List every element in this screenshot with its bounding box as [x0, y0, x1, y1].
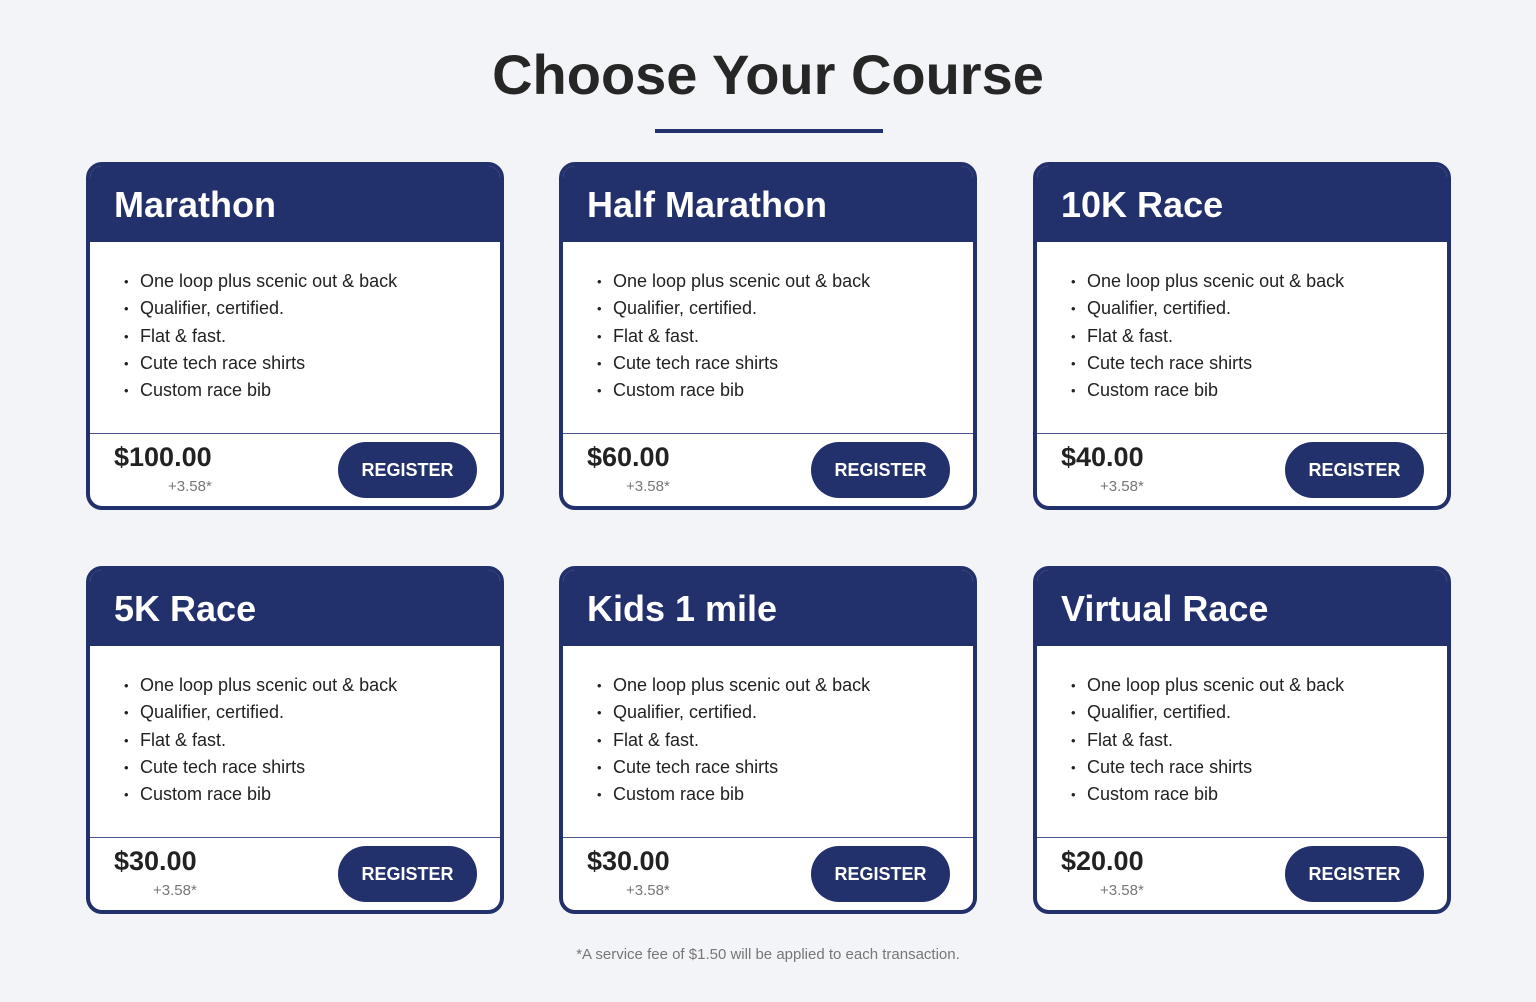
- feature-item: Qualifier, certified.: [1071, 699, 1447, 727]
- feature-item: Qualifier, certified.: [1071, 295, 1447, 323]
- card-footer: $40.00 +3.58* REGISTER: [1037, 434, 1447, 506]
- course-price: $30.00: [114, 846, 197, 876]
- register-button[interactable]: REGISTER: [811, 442, 950, 498]
- feature-item: Custom race bib: [124, 781, 500, 809]
- fee-amount: +3.58*: [168, 478, 212, 495]
- feature-item: Flat & fast.: [124, 727, 500, 755]
- feature-item: One loop plus scenic out & back: [1071, 672, 1447, 700]
- feature-item: One loop plus scenic out & back: [124, 672, 500, 700]
- feature-list: One loop plus scenic out & backQualifier…: [90, 242, 500, 434]
- feature-item: Flat & fast.: [1071, 323, 1447, 351]
- fee-amount: +3.58*: [626, 882, 670, 899]
- feature-item: One loop plus scenic out & back: [597, 672, 973, 700]
- feature-item: Custom race bib: [124, 377, 500, 405]
- course-price: $100.00: [114, 442, 212, 472]
- feature-item: Cute tech race shirts: [124, 350, 500, 378]
- feature-item: Custom race bib: [1071, 781, 1447, 809]
- fee-amount: +3.58*: [1100, 478, 1144, 495]
- course-title: Virtual Race: [1037, 570, 1447, 646]
- register-button[interactable]: REGISTER: [338, 846, 477, 902]
- feature-item: Custom race bib: [597, 781, 973, 809]
- feature-item: Cute tech race shirts: [1071, 754, 1447, 782]
- card-footer: $100.00 +3.58* REGISTER: [90, 434, 500, 506]
- course-price: $40.00: [1061, 442, 1144, 472]
- fee-amount: +3.58*: [1100, 882, 1144, 899]
- register-button[interactable]: REGISTER: [1285, 442, 1424, 498]
- feature-list: One loop plus scenic out & backQualifier…: [1037, 646, 1447, 838]
- page-title: Choose Your Course: [492, 43, 1044, 106]
- service-fee-note: *A service fee of $1.50 will be applied …: [576, 946, 960, 963]
- course-title: Marathon: [90, 166, 500, 242]
- feature-item: Qualifier, certified.: [597, 699, 973, 727]
- feature-item: One loop plus scenic out & back: [597, 268, 973, 296]
- register-button[interactable]: REGISTER: [338, 442, 477, 498]
- feature-item: Cute tech race shirts: [597, 754, 973, 782]
- course-card: Virtual Race One loop plus scenic out & …: [1033, 566, 1451, 914]
- feature-item: Cute tech race shirts: [1071, 350, 1447, 378]
- feature-item: Cute tech race shirts: [124, 754, 500, 782]
- card-footer: $20.00 +3.58* REGISTER: [1037, 838, 1447, 910]
- course-price: $20.00: [1061, 846, 1144, 876]
- course-title: 10K Race: [1037, 166, 1447, 242]
- feature-list: One loop plus scenic out & backQualifier…: [563, 242, 973, 434]
- course-card: Marathon One loop plus scenic out & back…: [86, 162, 504, 510]
- feature-item: One loop plus scenic out & back: [1071, 268, 1447, 296]
- course-card: 5K Race One loop plus scenic out & backQ…: [86, 566, 504, 914]
- course-card: Half Marathon One loop plus scenic out &…: [559, 162, 977, 510]
- feature-item: Custom race bib: [1071, 377, 1447, 405]
- feature-item: Qualifier, certified.: [597, 295, 973, 323]
- card-footer: $30.00 +3.58* REGISTER: [90, 838, 500, 910]
- course-title: Half Marathon: [563, 166, 973, 242]
- title-divider: [655, 129, 883, 133]
- feature-item: Custom race bib: [597, 377, 973, 405]
- feature-item: Qualifier, certified.: [124, 295, 500, 323]
- fee-amount: +3.58*: [153, 882, 197, 899]
- feature-item: Qualifier, certified.: [124, 699, 500, 727]
- feature-list: One loop plus scenic out & backQualifier…: [563, 646, 973, 838]
- register-button[interactable]: REGISTER: [811, 846, 950, 902]
- course-price: $60.00: [587, 442, 670, 472]
- feature-item: Flat & fast.: [1071, 727, 1447, 755]
- register-button[interactable]: REGISTER: [1285, 846, 1424, 902]
- course-title: 5K Race: [90, 570, 500, 646]
- feature-list: One loop plus scenic out & backQualifier…: [90, 646, 500, 838]
- feature-item: One loop plus scenic out & back: [124, 268, 500, 296]
- card-footer: $60.00 +3.58* REGISTER: [563, 434, 973, 506]
- feature-item: Flat & fast.: [124, 323, 500, 351]
- feature-item: Flat & fast.: [597, 323, 973, 351]
- course-card: Kids 1 mile One loop plus scenic out & b…: [559, 566, 977, 914]
- feature-item: Cute tech race shirts: [597, 350, 973, 378]
- fee-amount: +3.58*: [626, 478, 670, 495]
- course-price: $30.00: [587, 846, 670, 876]
- course-title: Kids 1 mile: [563, 570, 973, 646]
- course-card: 10K Race One loop plus scenic out & back…: [1033, 162, 1451, 510]
- feature-list: One loop plus scenic out & backQualifier…: [1037, 242, 1447, 434]
- card-footer: $30.00 +3.58* REGISTER: [563, 838, 973, 910]
- feature-item: Flat & fast.: [597, 727, 973, 755]
